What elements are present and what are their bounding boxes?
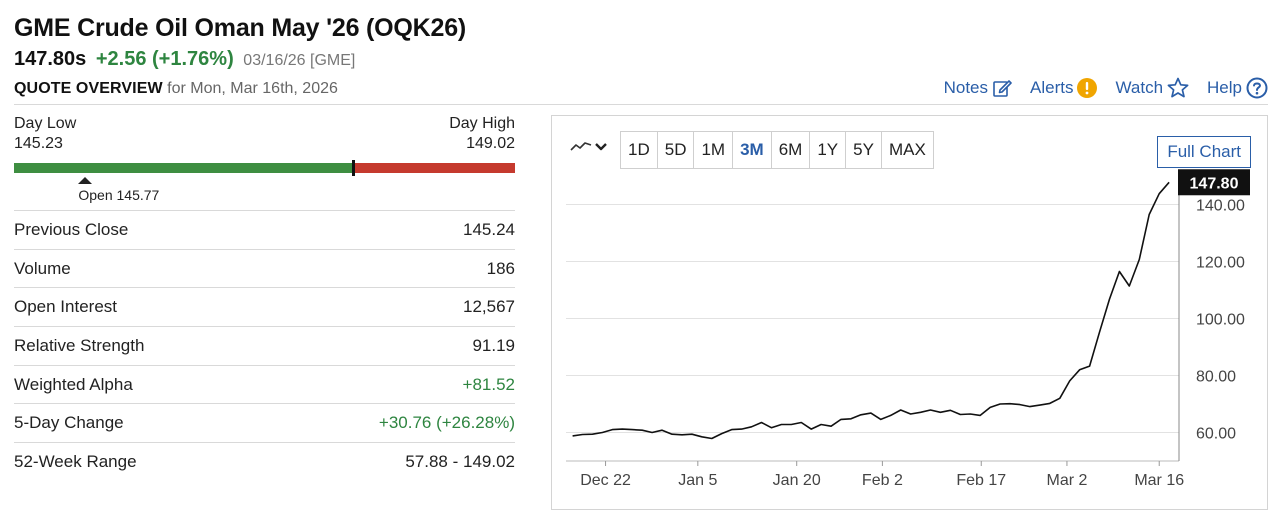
price-series-line: [572, 181, 1170, 440]
full-chart-button[interactable]: Full Chart: [1157, 136, 1251, 168]
tab-6m[interactable]: 6M: [772, 132, 811, 168]
star-icon: [1167, 77, 1189, 98]
quote-overview-panel: Day Low Day High 145.23 149.02 Open 145.…: [14, 114, 515, 482]
tab-1d[interactable]: 1D: [621, 132, 658, 168]
toolbar-links: Notes Alerts Watch Help: [926, 77, 1268, 99]
stat-label: Relative Strength: [14, 335, 145, 355]
day-range-bar: [14, 160, 515, 176]
y-tick-label: 120.00: [1196, 255, 1245, 272]
stat-row: Volume 186: [14, 250, 515, 289]
stat-value: 57.88 - 149.02: [405, 452, 515, 472]
x-tick-label: Jan 5: [678, 472, 717, 489]
stat-label: Open Interest: [14, 297, 118, 317]
alerts-link[interactable]: Alerts: [1030, 78, 1098, 98]
watch-label: Watch: [1115, 78, 1164, 97]
y-tick-label: 60.00: [1196, 426, 1236, 443]
x-tick-label: Feb 17: [956, 472, 1006, 489]
stat-value: 12,567: [463, 297, 515, 317]
tab-1y[interactable]: 1Y: [810, 132, 847, 168]
overview-title: QUOTE OVERVIEW: [14, 80, 163, 97]
last-value-badge: [1178, 169, 1250, 196]
notes-label: Notes: [943, 78, 989, 97]
price-chart: 60.00 80.00 100.00 120.00 140.00 Dec 22 Jan 5 J…: [566, 169, 1250, 489]
day-range-up-segment: [14, 163, 354, 173]
last-value-label: 147.80: [1190, 175, 1239, 192]
help-icon: [1246, 77, 1268, 99]
stat-row: Open Interest 12,567: [14, 288, 515, 328]
open-label: Open 145.77: [78, 187, 160, 203]
x-tick-label: Mar 2: [1046, 472, 1087, 489]
alerts-label: Alerts: [1030, 78, 1074, 97]
x-tick-label: Feb 2: [862, 472, 903, 489]
stat-label: Weighted Alpha: [14, 374, 133, 394]
stat-value: +30.76 (+26.28%): [378, 413, 515, 433]
stat-label: 5-Day Change: [14, 413, 124, 433]
stat-row: 52-Week Range 57.88 - 149.02: [14, 443, 515, 482]
quote-summary: 147.80s +2.56 (+1.76%) 03/16/26 [GME]: [14, 48, 355, 71]
notes-link[interactable]: Notes: [944, 78, 1012, 98]
tab-max[interactable]: MAX: [888, 140, 926, 159]
stat-value: 145.24: [463, 219, 515, 239]
day-range-down-segment: [353, 163, 515, 173]
time-range-tabs: 1D 5D 1M 3M 6M 1Y 5Y MAX: [620, 131, 934, 169]
day-range-labels: Day Low Day High: [14, 114, 515, 134]
stat-row: 5-Day Change +30.76 (+26.28%): [14, 404, 515, 444]
stats-table: Previous Close 145.24 Volume 186 Open Intere…: [14, 210, 515, 482]
chart-type-dropdown[interactable]: [570, 140, 608, 154]
alert-icon: [1077, 78, 1098, 98]
watch-link[interactable]: Watch: [1115, 77, 1189, 99]
day-low-value: 145.23: [14, 135, 63, 152]
day-range-values: 145.23 149.02: [14, 134, 515, 154]
x-tick-label: Jan 20: [773, 472, 821, 489]
price-change: +2.56 (+1.76%): [95, 48, 234, 70]
day-low-label: Day Low: [14, 115, 77, 132]
day-high-value: 149.02: [466, 135, 515, 152]
stat-label: Volume: [14, 258, 71, 278]
tab-3m[interactable]: 3M: [733, 132, 772, 168]
overview-date: for Mon, Mar 16th, 2026: [167, 80, 338, 97]
day-high-label: Day High: [449, 115, 515, 132]
tab-1m[interactable]: 1M: [694, 132, 734, 168]
mini-chart-panel: 60.00 80.00 100.00 120.00 140.00 Dec 22 Jan 5 J…: [551, 115, 1268, 510]
stat-row: Previous Close 145.24: [14, 211, 515, 250]
stat-label: 52-Week Range: [14, 452, 137, 472]
edit-icon: [993, 80, 1012, 97]
last-price: 147.80s: [14, 48, 87, 70]
stat-row: Relative Strength 91.19: [14, 327, 515, 366]
x-tick-label: Dec 22: [580, 472, 631, 489]
stat-row: Weighted Alpha +81.52: [14, 366, 515, 405]
help-label: Help: [1207, 78, 1242, 97]
x-tick-label: Mar 16: [1134, 472, 1184, 489]
y-tick-label: 100.00: [1196, 312, 1245, 329]
stat-value: 186: [486, 258, 515, 278]
header-divider: [14, 104, 1268, 105]
stat-value: 91.19: [472, 335, 515, 355]
tab-5y[interactable]: 5Y: [846, 132, 882, 168]
tab-5d[interactable]: 5D: [658, 132, 695, 168]
quote-overview-heading: QUOTE OVERVIEW for Mon, Mar 16th, 2026: [14, 80, 338, 98]
chevron-down-icon: [595, 143, 607, 151]
page-title: GME Crude Oil Oman May '26 (OQK26): [14, 14, 467, 42]
y-tick-label: 140.00: [1196, 198, 1245, 215]
y-tick-label: 80.00: [1196, 369, 1236, 386]
stat-label: Previous Close: [14, 219, 129, 239]
open-marker: Open 145.77: [14, 173, 515, 205]
open-triangle-icon: [78, 177, 93, 184]
quote-date-exchange: 03/16/26 [GME]: [243, 52, 356, 69]
line-chart-icon: [570, 142, 592, 151]
last-price-marker: [352, 160, 356, 176]
stat-value: +81.52: [462, 374, 515, 394]
help-link[interactable]: Help: [1207, 77, 1268, 99]
